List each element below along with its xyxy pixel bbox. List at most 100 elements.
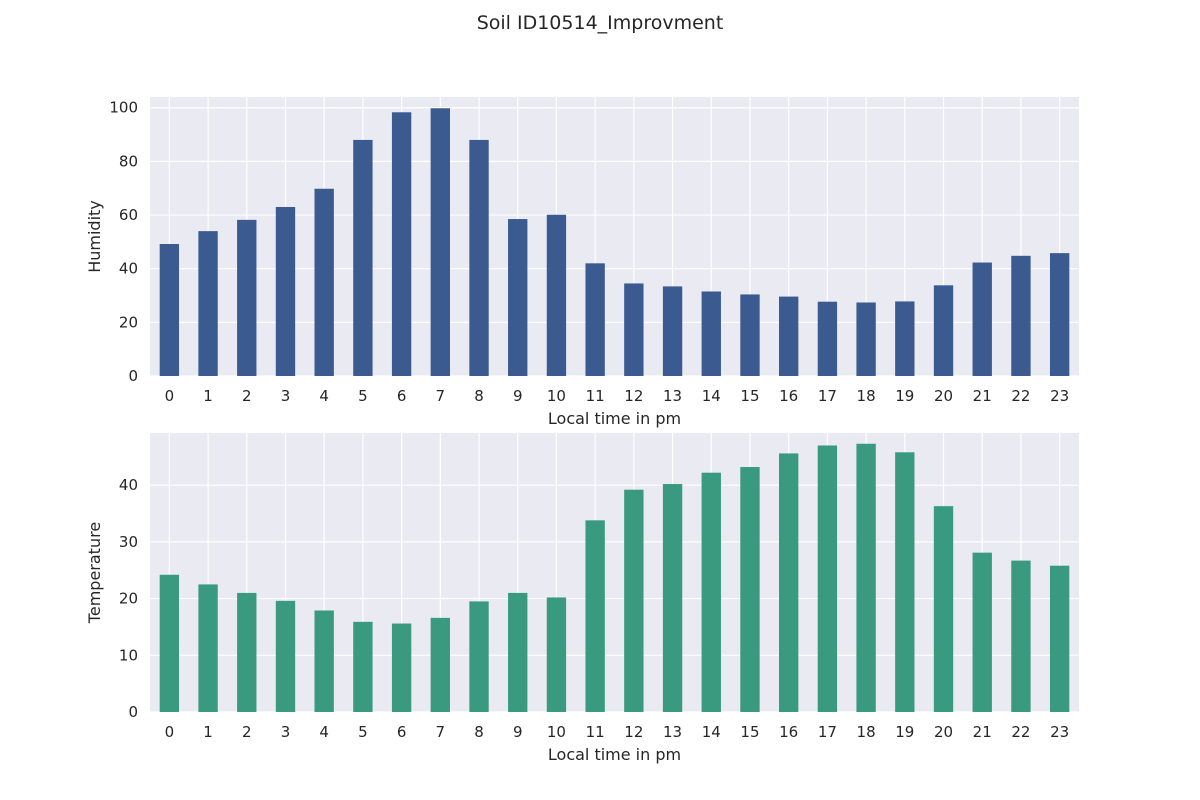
temperature-x-tick-label: 21 [973, 723, 992, 741]
humidity-x-tick-label: 3 [281, 387, 291, 405]
temperature-bar [740, 467, 760, 712]
humidity-bar [508, 219, 528, 376]
temperature-bar [624, 489, 644, 712]
temperature-x-tick-label: 9 [513, 723, 523, 741]
temperature-bar [391, 623, 412, 712]
temperature-x-tick-label: 7 [436, 723, 446, 741]
humidity-bar [159, 244, 180, 376]
humidity-bar [856, 302, 876, 376]
temperature-x-tick-label: 11 [586, 723, 605, 741]
temperature-x-tick-label: 8 [474, 723, 484, 741]
humidity-bar [895, 301, 915, 376]
temperature-x-tick-label: 17 [818, 723, 837, 741]
temperature-x-tick-label: 19 [895, 723, 914, 741]
temperature-bar [546, 597, 567, 712]
humidity-y-tick-label: 0 [128, 367, 138, 385]
temperature-bar [662, 484, 683, 712]
humidity-x-axis-label: Local time in pm [548, 409, 681, 428]
humidity-bar [585, 263, 605, 376]
humidity-bar [662, 286, 683, 376]
humidity-y-tick-label: 100 [109, 99, 138, 117]
temperature-bar [895, 452, 915, 712]
humidity-x-tick-label: 11 [586, 387, 605, 405]
humidity-x-tick-label: 10 [547, 387, 566, 405]
humidity-x-tick-label: 1 [203, 387, 213, 405]
humidity-x-tick-label: 13 [663, 387, 682, 405]
temperature-x-tick-label: 15 [740, 723, 759, 741]
temperature-bar [314, 610, 334, 712]
temperature-x-tick-label: 14 [702, 723, 721, 741]
temperature-y-tick-label: 30 [119, 533, 138, 551]
humidity-bar [275, 206, 296, 376]
humidity-x-tick-label: 19 [895, 387, 914, 405]
temperature-x-tick-label: 23 [1050, 723, 1069, 741]
temperature-x-tick-label: 22 [1011, 723, 1030, 741]
humidity-y-axis-label: Humidity [85, 200, 104, 273]
humidity-bar [391, 112, 412, 376]
temperature-bar [159, 574, 180, 712]
humidity-x-tick-label: 4 [319, 387, 329, 405]
humidity-x-tick-label: 15 [740, 387, 759, 405]
humidity-y-tick-label: 20 [119, 313, 138, 331]
humidity-x-tick-label: 5 [358, 387, 368, 405]
temperature-y-axis-label: Temperature [85, 522, 104, 624]
temperature-x-axis-label: Local time in pm [548, 745, 681, 764]
humidity-x-tick-label: 23 [1050, 387, 1069, 405]
humidity-bar [546, 214, 567, 376]
humidity-x-tick-label: 22 [1011, 387, 1030, 405]
humidity-bar [237, 219, 257, 376]
humidity-bar [1049, 253, 1070, 376]
humidity-bar [1011, 255, 1031, 376]
temperature-x-tick-label: 4 [319, 723, 329, 741]
temperature-x-tick-label: 5 [358, 723, 368, 741]
humidity-x-tick-label: 20 [934, 387, 953, 405]
temperature-bar [508, 592, 528, 712]
temperature-plot-area [150, 433, 1079, 712]
humidity-x-tick-label: 12 [624, 387, 643, 405]
humidity-x-tick-label: 8 [474, 387, 484, 405]
humidity-x-tick-label: 9 [513, 387, 523, 405]
temperature-x-tick-label: 6 [397, 723, 407, 741]
humidity-x-tick-label: 17 [818, 387, 837, 405]
temperature-x-tick-label: 18 [857, 723, 876, 741]
humidity-x-tick-label: 6 [397, 387, 407, 405]
humidity-bar [353, 139, 373, 376]
temperature-y-tick-label: 40 [119, 476, 138, 494]
temperature-bar [933, 506, 954, 712]
humidity-x-tick-label: 7 [436, 387, 446, 405]
humidity-x-tick-label: 14 [702, 387, 721, 405]
humidity-bar [701, 291, 721, 376]
temperature-bar [198, 584, 218, 712]
temperature-bar [701, 472, 721, 712]
humidity-x-tick-label: 18 [857, 387, 876, 405]
temperature-bar [585, 520, 605, 712]
temperature-x-tick-label: 0 [165, 723, 175, 741]
temperature-x-tick-label: 10 [547, 723, 566, 741]
temperature-bar [817, 445, 838, 712]
temperature-bar [779, 453, 799, 712]
temperature-y-tick-label: 20 [119, 590, 138, 608]
humidity-y-tick-label: 80 [119, 152, 138, 170]
humidity-bar [817, 301, 838, 376]
temperature-x-tick-label: 16 [779, 723, 798, 741]
humidity-bar [779, 296, 799, 376]
humidity-bar [933, 285, 954, 376]
temperature-x-tick-label: 3 [281, 723, 291, 741]
temperature-x-tick-label: 13 [663, 723, 682, 741]
temperature-bar [1011, 560, 1031, 712]
humidity-bar [430, 108, 450, 377]
temperature-bar [856, 443, 876, 712]
humidity-y-tick-label: 40 [119, 260, 138, 278]
figure-title: Soil ID10514_Improvment [476, 12, 724, 34]
humidity-x-tick-label: 21 [973, 387, 992, 405]
humidity-bar [624, 283, 644, 376]
temperature-x-tick-label: 2 [242, 723, 252, 741]
temperature-y-tick-label: 0 [128, 703, 138, 721]
temperature-bar [469, 601, 489, 712]
temperature-y-tick-label: 10 [119, 646, 138, 664]
temperature-x-tick-label: 1 [203, 723, 213, 741]
temperature-bar [237, 592, 257, 712]
